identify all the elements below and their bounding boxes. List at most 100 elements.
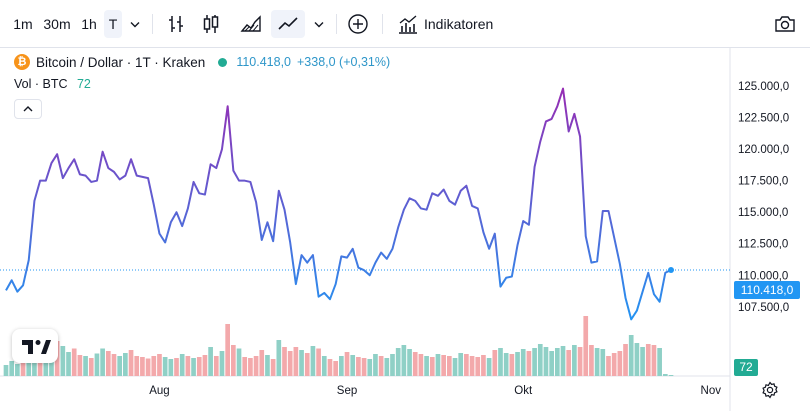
settings-gear-icon[interactable] bbox=[760, 380, 780, 400]
volume-bar bbox=[174, 358, 179, 376]
volume-bar bbox=[100, 348, 105, 376]
volume-bar bbox=[242, 357, 248, 376]
symbol-legend: ₿ Bitcoin / Dollar · 1T · Kraken 110.418… bbox=[14, 51, 390, 73]
collapse-legend-button[interactable] bbox=[14, 99, 42, 119]
volume-bar bbox=[367, 359, 373, 376]
volume-bar bbox=[88, 358, 94, 376]
volume-bar bbox=[543, 347, 549, 376]
indicators-icon[interactable] bbox=[396, 12, 420, 36]
toolbar-divider bbox=[382, 14, 383, 34]
volume-legend: Vol · BTC 72 bbox=[14, 77, 91, 91]
volume-bar bbox=[225, 324, 230, 376]
volume-bars bbox=[3, 316, 674, 376]
volume-bar bbox=[577, 347, 583, 376]
volume-bar bbox=[94, 353, 100, 376]
volume-value: 72 bbox=[76, 77, 91, 91]
volume-bar bbox=[509, 354, 515, 376]
volume-bar bbox=[310, 346, 316, 376]
volume-bar bbox=[276, 340, 282, 376]
volume-bar bbox=[293, 347, 299, 376]
y-tick-label: 107.500,0 bbox=[738, 302, 789, 314]
volume-bar bbox=[628, 335, 634, 376]
volume-bar bbox=[498, 348, 503, 376]
volume-bar bbox=[407, 349, 412, 376]
volume-bar bbox=[554, 348, 560, 376]
volume-bar bbox=[645, 344, 651, 376]
volume-bar bbox=[191, 358, 196, 376]
volume-bar bbox=[60, 346, 66, 376]
bar-chart-icon[interactable] bbox=[164, 12, 188, 36]
volume-bar bbox=[321, 356, 327, 376]
volume-bar bbox=[384, 358, 390, 376]
volume-bar bbox=[253, 356, 259, 376]
compare-plus-icon[interactable] bbox=[346, 12, 370, 36]
volume-bar bbox=[231, 345, 236, 376]
volume-bar bbox=[117, 356, 123, 376]
interval-30m-button[interactable]: 30m bbox=[43, 16, 71, 32]
volume-bar bbox=[196, 357, 202, 376]
volume-bar bbox=[350, 355, 356, 376]
volume-bar bbox=[435, 354, 441, 376]
volume-bar bbox=[83, 356, 88, 376]
chart-type-chevron-icon[interactable] bbox=[307, 12, 331, 36]
area-chart-icon[interactable] bbox=[239, 12, 263, 36]
volume-bar bbox=[537, 344, 543, 376]
chevron-down-icon[interactable] bbox=[123, 12, 147, 36]
volume-bar bbox=[481, 355, 486, 376]
volume-bar bbox=[219, 351, 225, 376]
volume-bar bbox=[589, 345, 594, 376]
volume-bar bbox=[162, 357, 168, 376]
volume-bar bbox=[390, 354, 395, 376]
line-chart-icon bbox=[278, 17, 298, 30]
last-price-value: 110.418,0 bbox=[236, 55, 291, 69]
x-tick-label: Sep bbox=[337, 385, 357, 397]
indicators-button[interactable]: Indikatoren bbox=[424, 16, 494, 32]
x-tick-label: Nov bbox=[701, 385, 722, 397]
volume-bar bbox=[412, 352, 418, 376]
volume-bar bbox=[640, 347, 645, 376]
volume-bar bbox=[617, 351, 623, 376]
volume-bar bbox=[304, 353, 310, 376]
price-chart[interactable]: 125.000,0 122.500,0 120.000,0 117.500,0 115.… bbox=[0, 48, 810, 411]
volume-bar bbox=[66, 352, 71, 376]
symbol-title[interactable]: Bitcoin / Dollar · 1T · Kraken bbox=[36, 54, 206, 70]
interval-1h-button[interactable]: 1h bbox=[81, 16, 97, 32]
volume-bar bbox=[344, 352, 350, 376]
volume-bar bbox=[208, 347, 213, 376]
x-tick-label: Aug bbox=[149, 385, 169, 397]
volume-bar bbox=[475, 357, 481, 376]
volume-bar bbox=[657, 348, 662, 376]
volume-bar bbox=[418, 354, 424, 376]
volume-bar bbox=[361, 358, 367, 376]
volume-bar bbox=[469, 356, 475, 376]
volume-bar bbox=[532, 348, 537, 376]
volume-bar bbox=[600, 349, 606, 376]
interval-1d-button[interactable]: T bbox=[104, 10, 122, 38]
volume-bar bbox=[572, 345, 577, 376]
chevron-up-icon bbox=[23, 106, 33, 112]
volume-bar bbox=[236, 348, 242, 376]
volume-bar bbox=[520, 349, 526, 376]
camera-icon[interactable] bbox=[773, 12, 797, 36]
top-toolbar: 1m 30m 1h T Indikatoren bbox=[0, 0, 810, 48]
volume-bar bbox=[20, 363, 26, 376]
volume-bar bbox=[606, 356, 611, 376]
volume-bar bbox=[128, 350, 134, 376]
candle-chart-icon[interactable] bbox=[199, 12, 223, 36]
price-series-line bbox=[5, 87, 672, 321]
volume-bar bbox=[134, 356, 140, 376]
volume-bar bbox=[77, 355, 83, 376]
line-chart-button[interactable] bbox=[271, 10, 305, 38]
volume-bar bbox=[71, 348, 77, 376]
volume-bar bbox=[339, 356, 344, 376]
volume-bar bbox=[486, 358, 492, 376]
volume-bar bbox=[111, 354, 117, 376]
volume-bar bbox=[259, 350, 265, 376]
volume-bar bbox=[287, 351, 293, 376]
volume-bar bbox=[3, 365, 9, 376]
volume-bar bbox=[566, 350, 572, 376]
volume-bar bbox=[395, 348, 401, 376]
interval-1m-button[interactable]: 1m bbox=[13, 16, 33, 32]
tradingview-logo[interactable] bbox=[12, 329, 58, 363]
volume-bar bbox=[662, 374, 668, 376]
